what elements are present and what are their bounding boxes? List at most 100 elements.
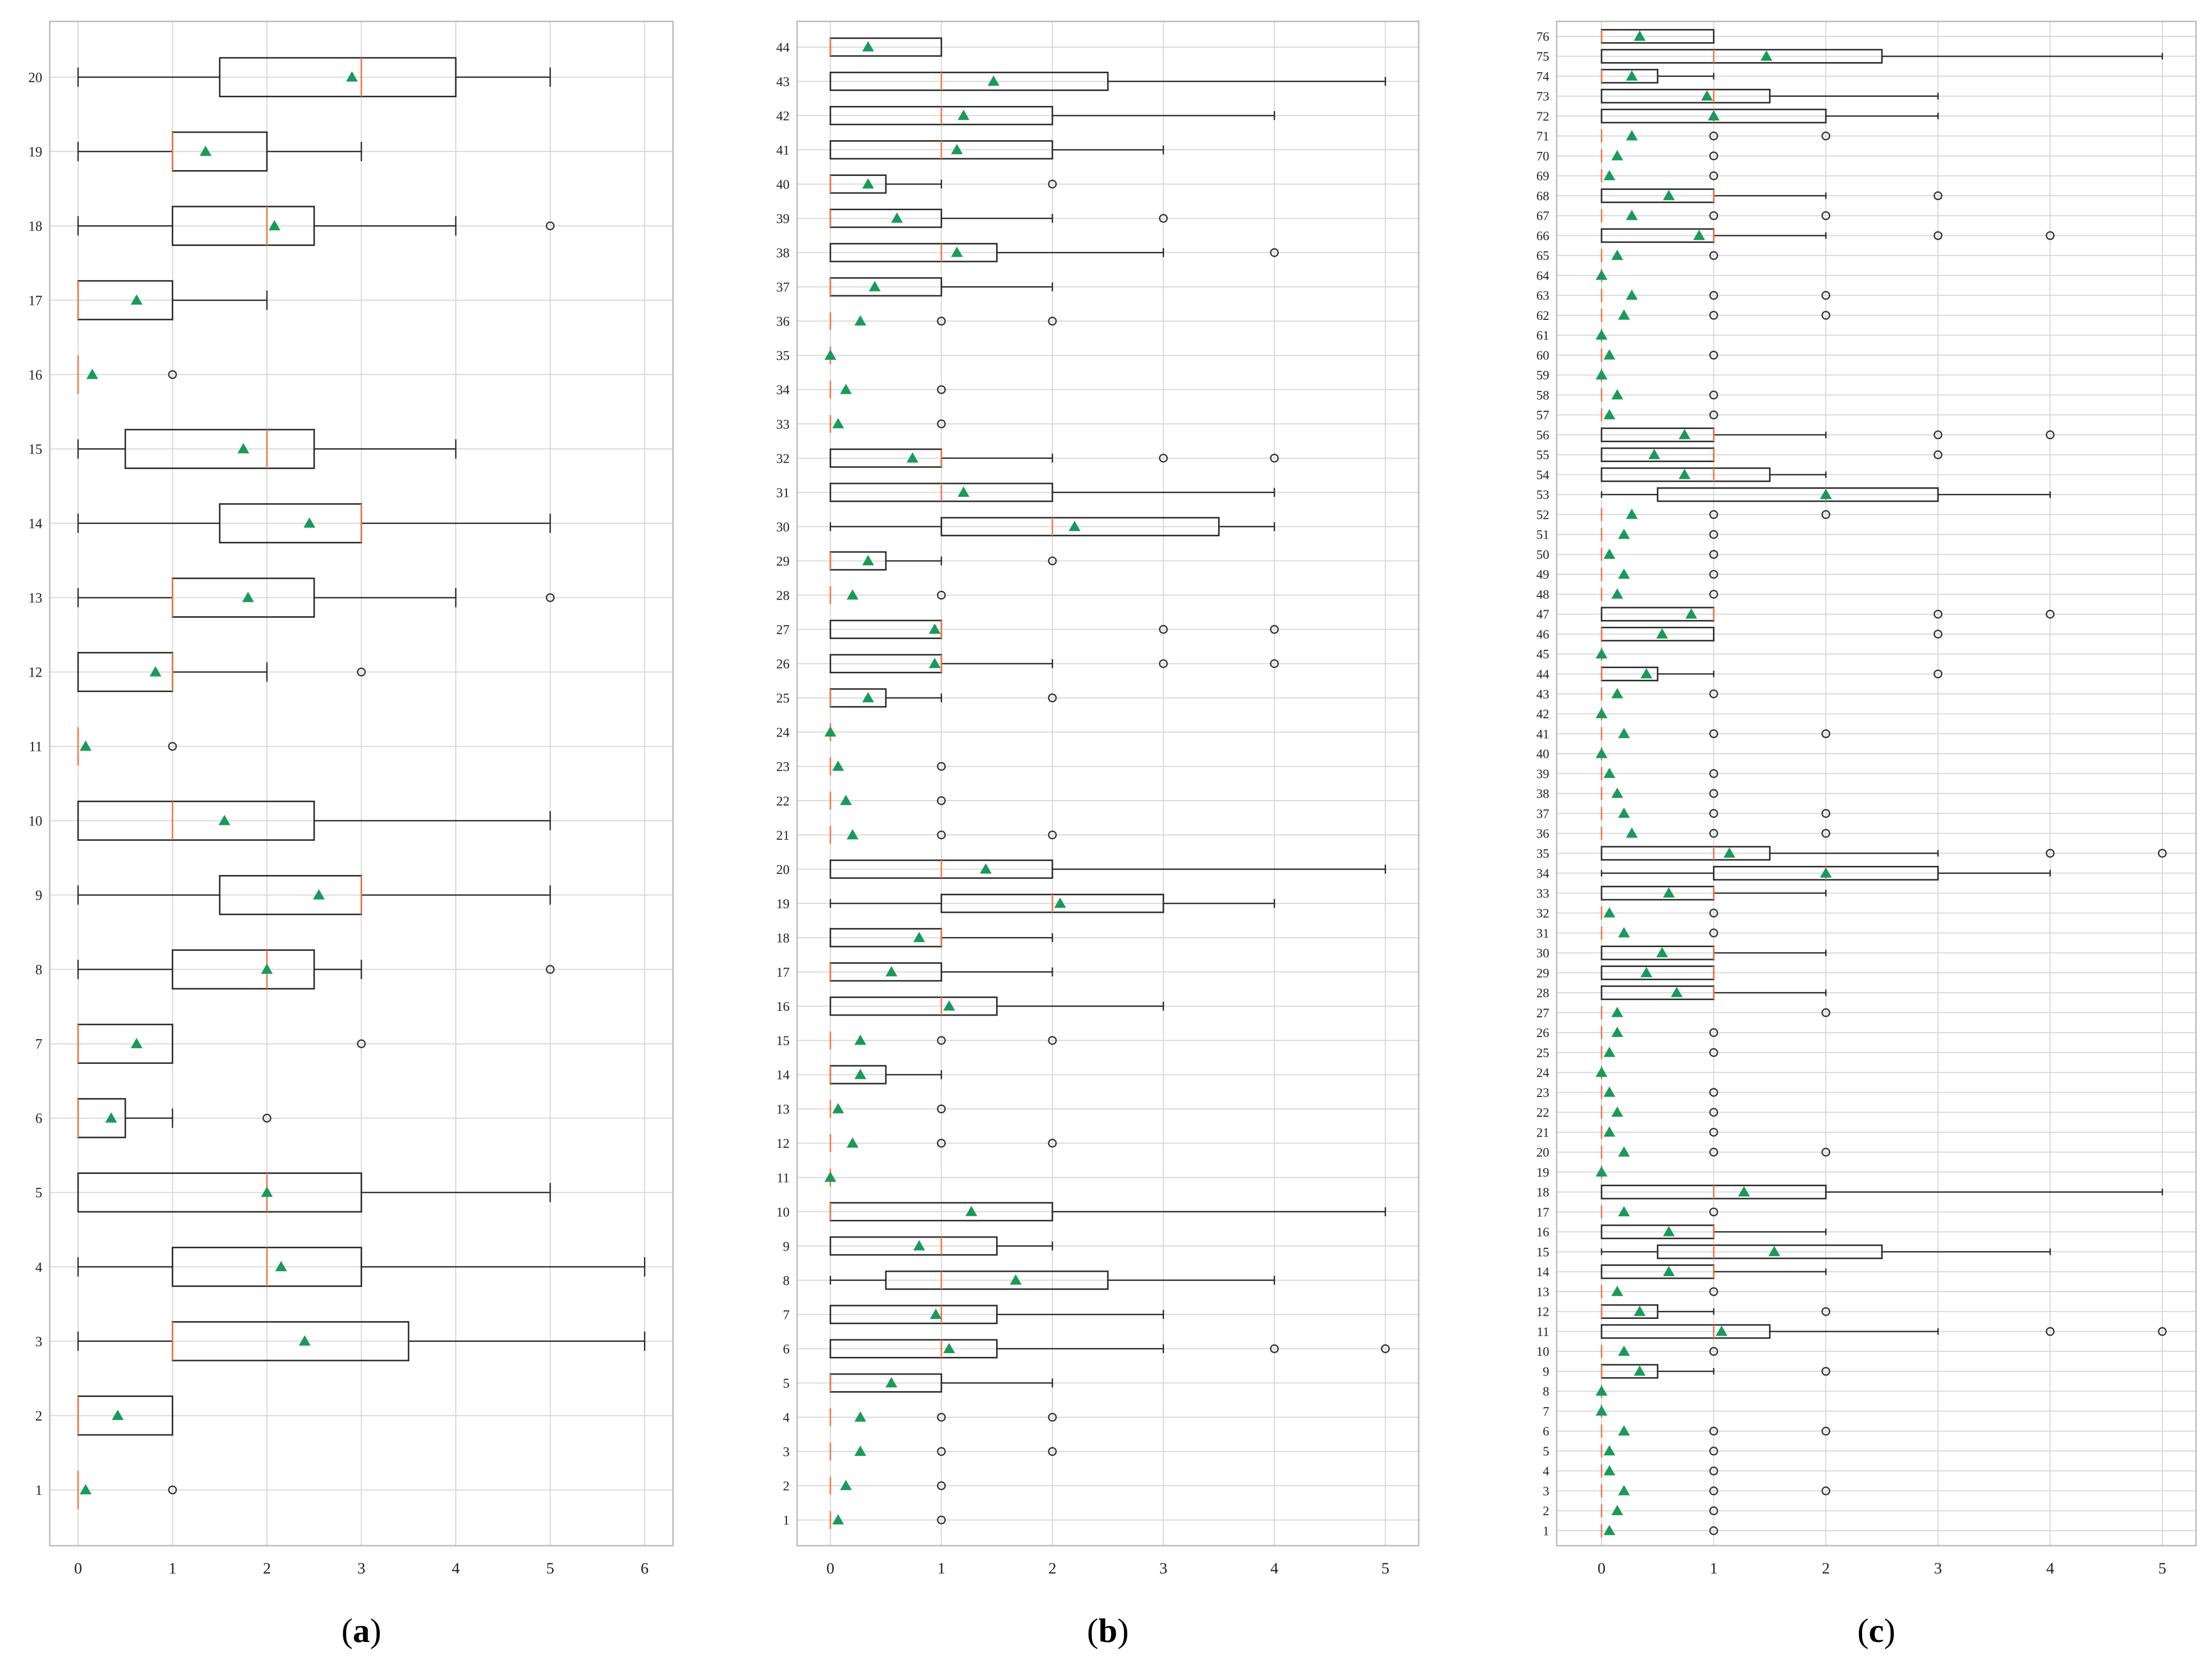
box-b-18: [829, 928, 1053, 948]
outlier-point: [937, 1447, 946, 1456]
y-tick-label: 10: [28, 813, 42, 829]
y-tick-label: 5: [35, 1185, 42, 1201]
y-tick-label: 5: [1543, 1445, 1549, 1459]
plot-frame: [49, 20, 674, 1547]
box-b-1: [829, 1511, 946, 1529]
y-tick-label: 40: [776, 178, 790, 192]
mean-marker: [943, 1342, 955, 1353]
box-c-20: [1601, 1145, 1831, 1159]
outlier-point: [1933, 610, 1943, 619]
box-b-39: [829, 209, 1168, 228]
y-tick-label: 26: [1536, 1026, 1549, 1040]
box-c-37: [1601, 807, 1831, 820]
box-c-38: [1601, 787, 1718, 800]
iqr-box: [829, 996, 998, 1016]
mean-marker: [1663, 189, 1675, 201]
mean-marker: [105, 1112, 117, 1123]
outlier-point: [1709, 789, 1718, 798]
box-b-4: [829, 1408, 1057, 1426]
mean-marker: [891, 212, 903, 223]
box-a-19: [77, 131, 362, 172]
mean-marker: [200, 145, 212, 156]
y-tick-label: 33: [1536, 887, 1549, 901]
y-tick-label: 30: [776, 520, 790, 534]
box-c-55: [1601, 447, 1943, 462]
outlier-point: [1709, 1207, 1718, 1217]
mean-marker: [862, 41, 874, 52]
mean-marker: [1603, 1465, 1616, 1476]
outlier-point: [1048, 556, 1057, 565]
iqr-box: [172, 949, 315, 990]
y-tick-label: 14: [28, 516, 42, 532]
box-c-18: [1601, 1185, 2163, 1200]
y-tick-label: 22: [776, 794, 790, 809]
iqr-box: [172, 205, 315, 246]
outlier-point: [1821, 1008, 1831, 1017]
y-tick-label: 41: [776, 143, 790, 158]
box-c-44: [1601, 666, 1943, 681]
outlier-point: [1048, 1447, 1057, 1456]
box-c-71: [1601, 129, 1831, 143]
iqr-box: [219, 57, 457, 97]
outlier-point: [1709, 729, 1718, 739]
box-c-14: [1601, 1264, 1827, 1279]
y-tick-label: 7: [1543, 1405, 1549, 1419]
mean-marker: [1595, 270, 1608, 280]
mean-marker: [1595, 648, 1608, 659]
y-tick-label: 69: [1536, 170, 1549, 183]
y-tick-label: 8: [35, 962, 42, 978]
outlier-point: [1709, 809, 1718, 818]
mean-marker: [846, 589, 859, 600]
box-b-32: [829, 448, 1279, 468]
box-c-6: [1601, 1424, 1831, 1438]
outlier-point: [1821, 729, 1831, 739]
box-c-21: [1601, 1125, 1718, 1139]
box-b-5: [829, 1373, 1053, 1393]
box-c-46: [1601, 626, 1943, 642]
panel-caption-a: (a): [341, 1611, 381, 1649]
outlier-point: [1709, 1028, 1718, 1037]
box-c-47: [1601, 607, 2055, 622]
mean-marker: [913, 932, 925, 942]
outlier-point: [1048, 1139, 1057, 1148]
outlier-point: [1709, 1147, 1718, 1157]
outlier-point: [1933, 191, 1943, 201]
mean-marker: [1626, 289, 1638, 300]
box-a-18: [77, 205, 555, 246]
box-c-2: [1601, 1504, 1718, 1518]
mean-marker: [1618, 309, 1630, 320]
y-tick-label: 66: [1536, 229, 1549, 243]
box-c-42: [1595, 707, 1608, 720]
outlier-point: [1048, 317, 1057, 326]
mean-marker: [1626, 210, 1638, 220]
box-c-32: [1601, 906, 1718, 920]
y-tick-label: 22: [1536, 1106, 1549, 1120]
y-tick-label: 53: [1536, 488, 1549, 502]
mean-marker: [1618, 927, 1630, 938]
box-b-33: [829, 414, 946, 433]
outlier-point: [1709, 530, 1718, 539]
box-a-9: [77, 874, 551, 916]
box-c-51: [1601, 528, 1718, 541]
y-tick-label: 20: [776, 863, 790, 877]
y-tick-label: 8: [783, 1273, 790, 1288]
y-tick-label: 75: [1536, 50, 1549, 64]
iqr-box: [124, 428, 315, 469]
outlier-point: [1821, 1486, 1831, 1495]
y-tick-label: 29: [776, 554, 790, 569]
mean-marker: [951, 144, 963, 155]
y-tick-label: 64: [1536, 269, 1549, 283]
y-tick-label: 24: [776, 726, 790, 740]
box-c-30: [1601, 945, 1827, 961]
box-c-24: [1595, 1065, 1608, 1079]
x-tick-label: 5: [1381, 1560, 1389, 1577]
y-tick-label: 28: [1536, 987, 1549, 1001]
outlier-point: [1821, 1367, 1831, 1376]
y-tick-label: 43: [1536, 688, 1549, 702]
outlier-point: [1709, 251, 1718, 260]
y-tick-label: 73: [1536, 90, 1549, 104]
mean-marker: [1618, 1345, 1630, 1356]
box-c-58: [1601, 388, 1718, 402]
mean-marker: [846, 829, 859, 840]
box-a-8: [77, 949, 555, 990]
